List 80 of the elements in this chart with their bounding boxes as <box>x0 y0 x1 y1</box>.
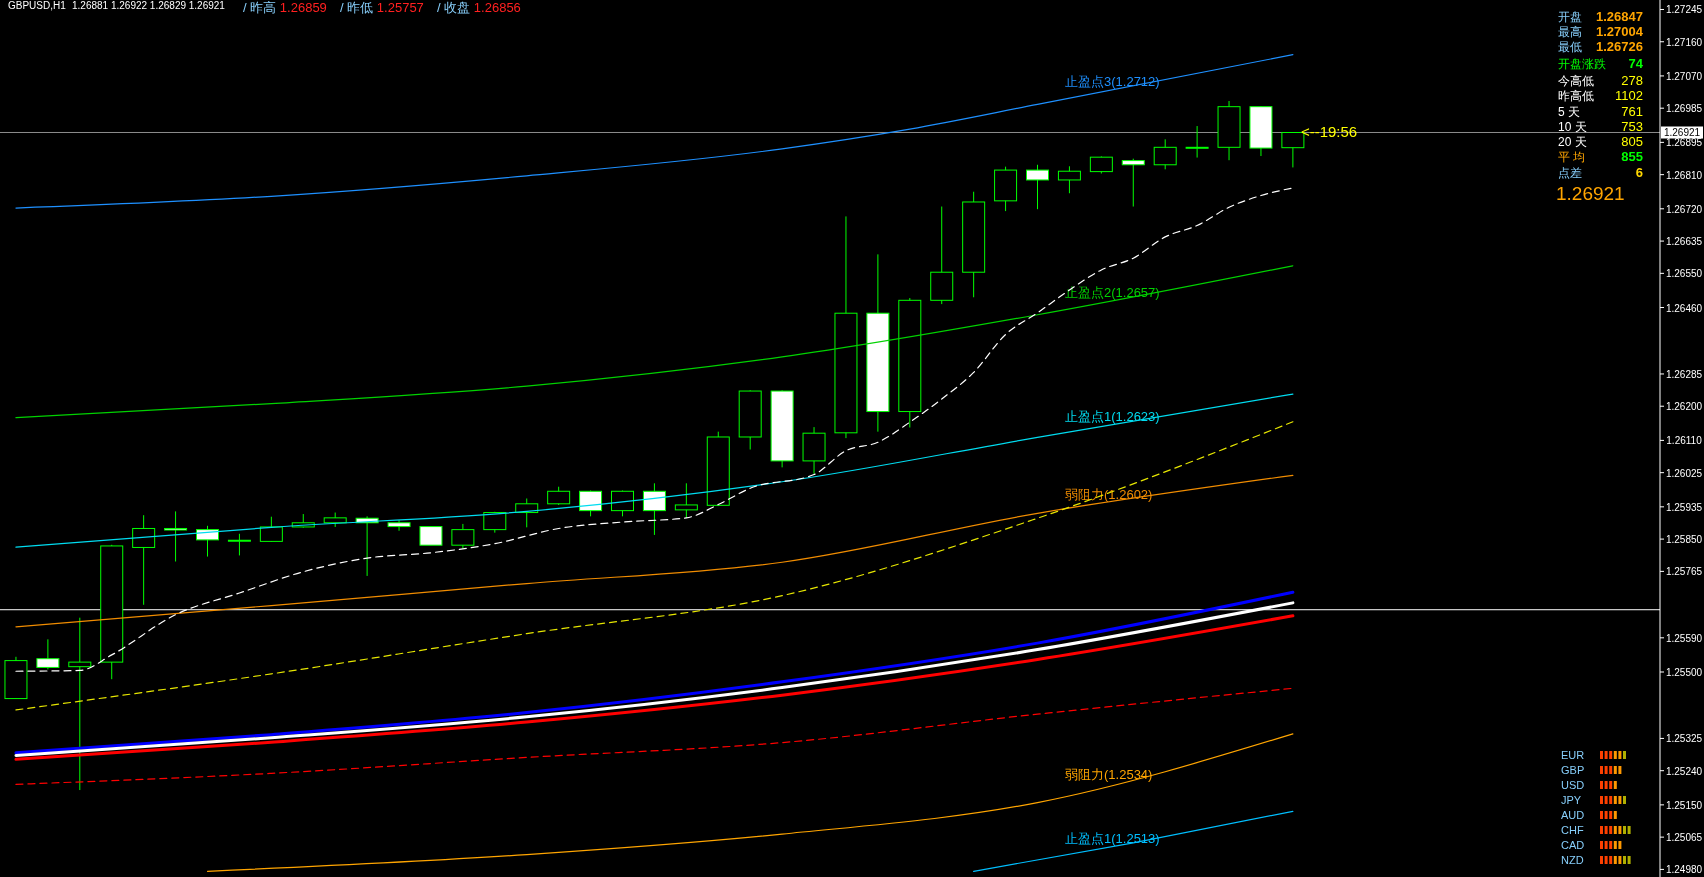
annotation: JPY <box>1561 794 1582 806</box>
annotation: CAD <box>1561 839 1585 851</box>
y-tick-label: 1.25850 <box>1665 534 1703 546</box>
y-tick-label: 1.26635 <box>1665 236 1703 248</box>
y-tick-label: 1.25765 <box>1665 566 1703 578</box>
candlestick <box>132 514 156 606</box>
annotation: USD <box>1561 779 1585 791</box>
text: 点差 6 <box>1558 165 1643 180</box>
annotation: 1.26921 <box>1556 183 1625 204</box>
annotation: 开盘 1.26847 <box>1558 9 1643 24</box>
series-label: 止盈点1(1.2623) <box>1065 409 1160 425</box>
annotation: GBP <box>1561 764 1585 776</box>
text: 开盘涨跌 74 <box>1558 56 1643 71</box>
text: 今高低 278 <box>1558 73 1643 88</box>
candlestick <box>1185 125 1209 159</box>
text: 20 天 805 <box>1558 134 1643 149</box>
line-series <box>15 474 1294 628</box>
candlestick <box>1121 158 1145 208</box>
y-tick-label: 1.25500 <box>1665 666 1703 678</box>
text: 5 天 761 <box>1558 104 1643 119</box>
y-tick-label: 1.26285 <box>1665 368 1703 380</box>
candlestick <box>1026 164 1049 210</box>
chart-title: GBPUSD,H1 <box>8 0 67 11</box>
y-tick-label: 1.26810 <box>1665 169 1703 181</box>
y-tick-label: 1.27245 <box>1665 4 1703 16</box>
y-tick-label: 1.26025 <box>1665 467 1703 479</box>
y-tick-label: 1.25935 <box>1665 501 1703 513</box>
candlestick <box>674 482 698 519</box>
series-label: 止盈点1(1.2513) <box>1065 831 1160 847</box>
candlestick <box>164 510 188 563</box>
y-tick-label: 1.26110 <box>1666 435 1703 447</box>
annotation: <--19:56 <box>1300 123 1358 141</box>
y-tick-label: 1.26460 <box>1665 302 1703 314</box>
y-tick-label: 1.25065 <box>1665 832 1703 844</box>
y-tick-label: 1.25240 <box>1665 765 1703 777</box>
candlestick <box>419 526 443 546</box>
annotation: AUD <box>1561 809 1585 821</box>
candlestick <box>259 516 283 543</box>
line-series <box>206 733 1294 872</box>
candlestick <box>547 486 571 506</box>
y-tick-label: 1.25590 <box>1665 632 1703 644</box>
line-series <box>15 393 1294 548</box>
text: 10 天 753 <box>1558 119 1643 134</box>
annotation: 最低 1.26726 <box>1558 39 1643 54</box>
candlestick <box>227 533 251 556</box>
annotation: 最高 1.27004 <box>1558 24 1644 39</box>
candlestick <box>68 617 92 791</box>
y-tick-label: 1.26720 <box>1665 203 1703 215</box>
y-tick-label: 1.26895 <box>1665 137 1703 149</box>
ref-line-label: 1.26921 <box>1663 127 1701 139</box>
candlestick <box>387 519 411 532</box>
annotation: CHF <box>1561 824 1584 836</box>
text: 平 均 855 <box>1558 149 1643 164</box>
y-tick-label: 1.26985 <box>1665 103 1703 115</box>
candlestick <box>1057 165 1081 194</box>
annotation: NZD <box>1561 854 1584 866</box>
chart-subtitle: 1.26881 1.26922 1.26829 1.26921 <box>72 0 226 11</box>
candlestick <box>36 638 60 670</box>
candlestick <box>579 490 603 517</box>
annotation: EUR <box>1561 749 1585 761</box>
annotation: / 昨高 1.26859 <box>243 0 327 15</box>
y-tick-label: 1.27070 <box>1665 70 1703 82</box>
series-label: 止盈点3(1.2712) <box>1065 74 1160 90</box>
y-tick-label: 1.26550 <box>1665 268 1703 280</box>
line-series <box>15 54 1294 209</box>
y-tick-label: 1.25325 <box>1665 733 1703 745</box>
text: 昨高低 1102 <box>1558 88 1643 103</box>
candlestick <box>451 523 475 550</box>
series-label: 弱阻力(1.2602) <box>1065 486 1153 502</box>
candlestick <box>642 482 666 536</box>
y-tick-label: 1.26200 <box>1665 401 1703 413</box>
y-tick-label: 1.27160 <box>1665 36 1703 48</box>
series-label: 止盈点2(1.2657) <box>1065 284 1160 300</box>
candlestick <box>1153 138 1177 170</box>
annotation: / 昨低 1.25757 <box>340 0 424 15</box>
line-series <box>15 687 1294 785</box>
annotation: / 收盘 1.26856 <box>437 0 521 15</box>
y-tick-label: 1.24980 <box>1665 864 1703 876</box>
series-label: 弱阻力(1.2534) <box>1065 766 1153 782</box>
y-tick-label: 1.25150 <box>1665 799 1703 811</box>
